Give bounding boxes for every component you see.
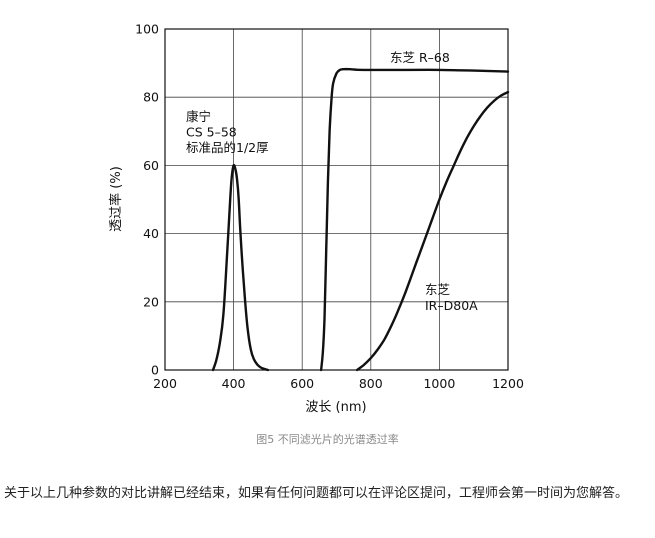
y-tick-label: 100 <box>135 22 159 37</box>
series-line-toshiba-r-68 <box>319 67 510 372</box>
x-tick-label: 600 <box>290 376 314 391</box>
x-tick-label: 1200 <box>492 376 524 391</box>
y-tick-label: 40 <box>143 226 159 241</box>
label-corning-cs-5-58: 康宁 CS 5–58 标准品的1/2厚 <box>186 109 269 155</box>
figure-caption: 图5 不同滤光片的光谱透过率 <box>256 433 399 446</box>
x-tick-label: 400 <box>222 376 246 391</box>
y-tick-labels: 0 20 40 60 80 100 <box>135 22 159 378</box>
y-tick-label: 80 <box>143 90 159 105</box>
x-tick-label: 1000 <box>423 376 455 391</box>
label-toshiba-ir-d80a: 东芝 IR–D80A <box>425 282 478 313</box>
series-labels: 康宁 CS 5–58 标准品的1/2厚 东芝 R–68 东芝 IR–D80A <box>186 50 478 313</box>
y-tick-label: 0 <box>151 363 159 378</box>
plot-frame <box>164 28 509 371</box>
transmittance-chart: 200 400 600 800 1000 1200 0 20 40 60 80 100 康宁 CS 5… <box>108 22 524 416</box>
body-paragraph: 关于以上几种参数的对比讲解已经结束，如果有任何问题都可以在评论区提问，工程师会第… <box>4 486 629 501</box>
chart-grid <box>165 29 508 370</box>
x-tick-label: 200 <box>153 376 177 391</box>
x-tick-labels: 200 400 600 800 1000 1200 <box>153 376 524 391</box>
label-toshiba-r-68: 东芝 R–68 <box>390 50 450 65</box>
y-tick-label: 20 <box>143 294 159 309</box>
x-tick-label: 800 <box>359 376 383 391</box>
y-axis-label: 透过率 (%) <box>108 166 124 232</box>
series-lines <box>211 67 510 372</box>
y-tick-label: 60 <box>143 158 159 173</box>
series-line-toshiba-ir-d80a <box>355 90 510 372</box>
x-axis-label: 波长 (nm) <box>305 400 366 415</box>
series-line-corning-cs-5-58 <box>211 163 270 372</box>
